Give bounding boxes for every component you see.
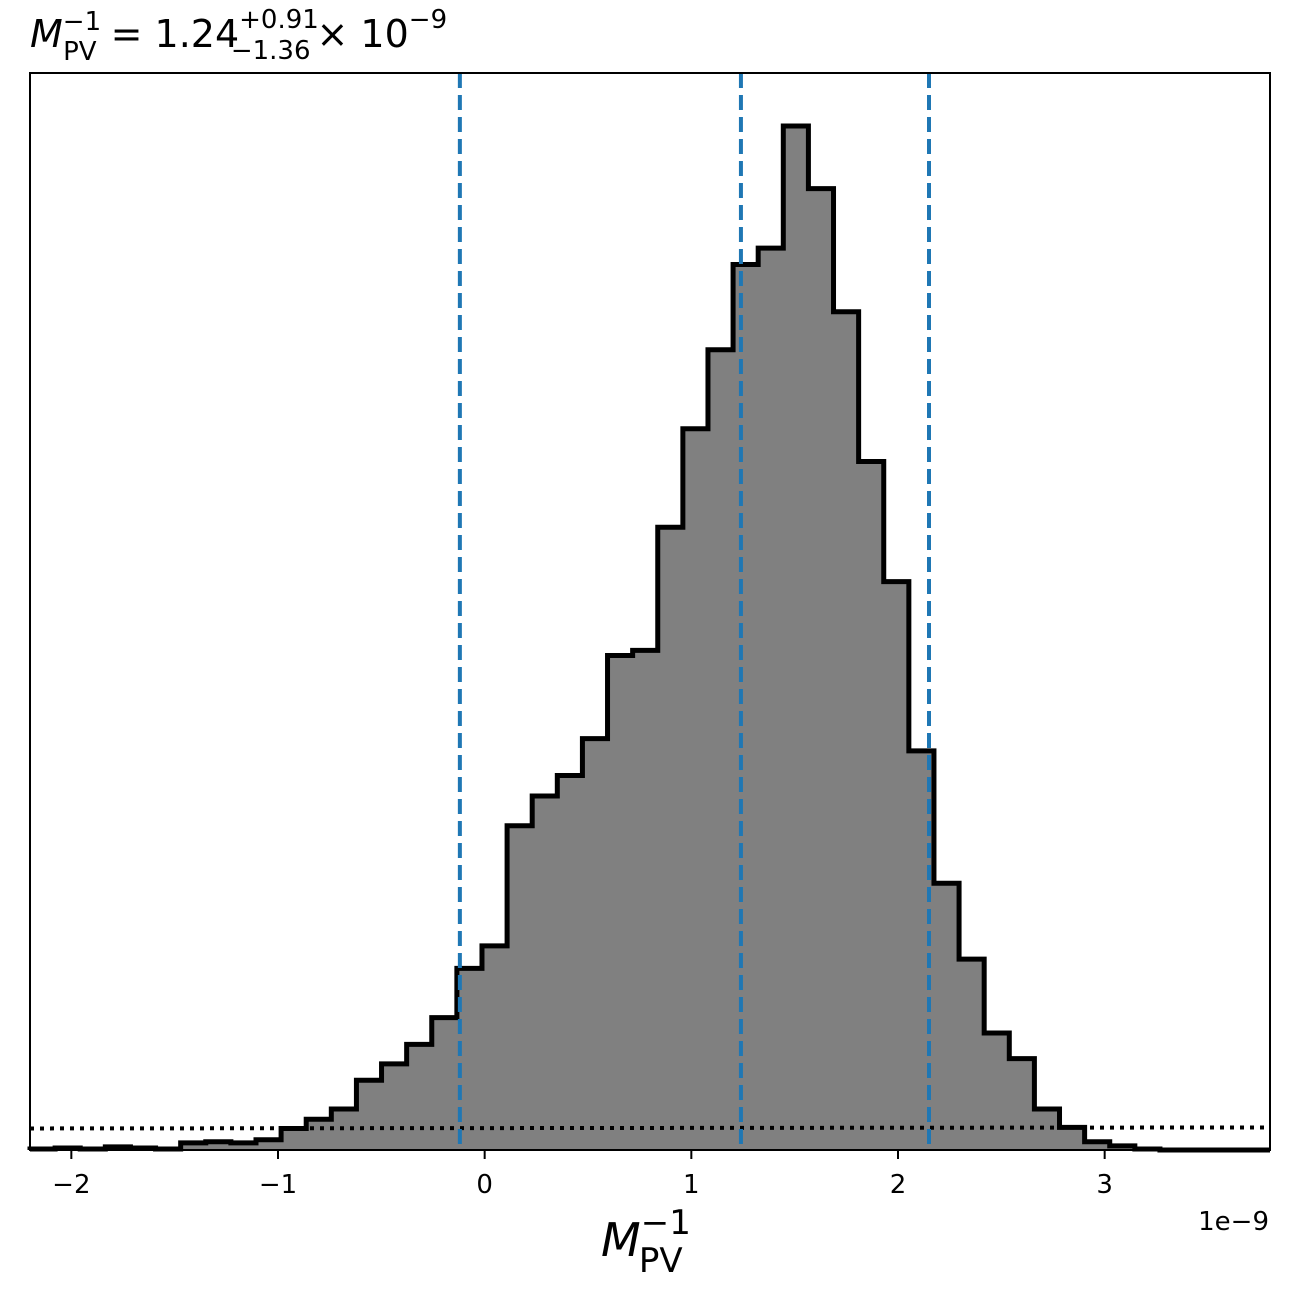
histogram-bar [632,650,659,1150]
x-tick-label: 2 [890,1170,907,1200]
histogram-bar [431,1017,458,1150]
title-symbol: M [30,12,63,56]
title-upper-error: +0.91 [239,5,319,35]
histogram-bar [833,311,860,1150]
histogram-bar [456,968,483,1150]
histogram-bar [356,1080,383,1150]
histogram-bar [1009,1058,1035,1150]
x-tick-label: 0 [476,1170,493,1200]
x-tick-label: −1 [259,1170,297,1200]
axis-offset-text: 1e−9 [1198,1207,1269,1237]
title-value: 1.24 [155,12,240,56]
x-tick-label: 1 [683,1170,700,1200]
histogram-bar [481,945,508,1150]
title-subscript: PV [63,37,97,67]
histogram-bar [908,750,935,1150]
histogram-bar [808,188,835,1150]
prior-line [29,1125,1271,1131]
title-times: × 10 [317,12,409,56]
histogram-bar [582,738,609,1150]
histogram-bar [281,1128,307,1150]
xlabel-subscript: PV [639,1241,683,1281]
plot-area [27,73,1271,1153]
histogram-bar [783,126,809,1150]
xlabel-symbol: M [601,1213,641,1267]
histogram-bar [1084,1141,1111,1150]
histogram-outline [27,123,1270,1153]
histogram-bar [205,1141,232,1150]
histogram-bar [230,1142,257,1150]
title-exponent: −9 [409,5,447,35]
axes-frame [29,72,1271,1151]
histogram-bar [255,1139,282,1150]
histogram-bar [984,1033,1010,1150]
histogram-bar [707,349,734,1151]
histogram-bar [557,775,583,1150]
histogram-bar [733,264,759,1150]
histogram-bar [1034,1108,1061,1150]
histogram-bar [532,796,558,1150]
x-axis-label: M−1 PV [601,1203,691,1281]
title-superscript: −1 [63,7,101,37]
xlabel-superscript: −1 [641,1203,691,1243]
histogram-bar [1059,1127,1086,1150]
histogram-bar [381,1063,408,1150]
histogram-bar [883,581,910,1150]
histogram-bar [858,461,885,1151]
histogram-bar [406,1044,433,1150]
histogram-bar [657,527,684,1150]
histogram-bar [306,1119,332,1150]
histogram-bar [758,248,784,1150]
histogram-bar [607,655,634,1150]
histogram-bar [959,959,985,1150]
histogram-bar [180,1142,207,1150]
x-tick-label: −2 [52,1170,90,1200]
title-lower-error: −1.36 [231,36,311,66]
x-axis-ticks: −2 −1 0 1 2 3 [52,1150,1113,1200]
histogram-bar [682,428,709,1150]
histogram-bar [933,883,960,1150]
x-tick-label: 3 [1096,1170,1113,1200]
histogram-bar [507,825,533,1150]
chart-title: M−1 PV = 1.24+0.91 −1.36 × 10−9 [30,5,447,67]
